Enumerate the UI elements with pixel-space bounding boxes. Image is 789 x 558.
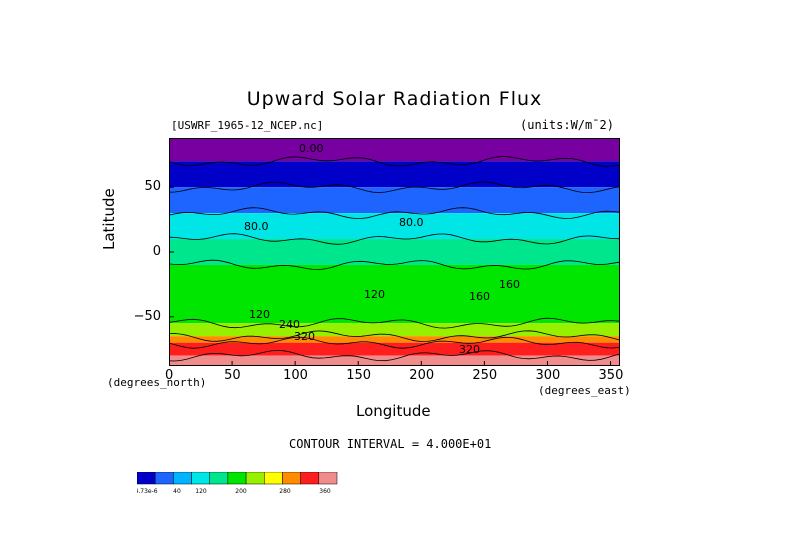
colorbar-swatch-8 [282, 472, 301, 485]
heat-band-5 [169, 264, 620, 324]
heat-band-2 [169, 187, 620, 214]
contour-label-2: 80.0 [399, 216, 424, 229]
colorbar-swatch-10 [318, 472, 338, 485]
contour-label-5: 120 [249, 308, 270, 321]
x-tick-label-3: 150 [346, 368, 372, 383]
contour-label-7: 240 [279, 318, 300, 331]
colorbar-swatch-1 [154, 472, 174, 485]
contour-label-6: 160 [499, 278, 520, 291]
contour-line-7 [169, 336, 620, 349]
x-tick-label-4: 200 [409, 368, 435, 383]
colorbar-label-5: 360 [319, 488, 331, 495]
colorbar-swatch-7 [264, 472, 283, 485]
contour-label-8: 320 [294, 330, 315, 343]
contour-label-1: 80.0 [244, 220, 269, 233]
heat-band-8 [169, 342, 620, 356]
heat-band-1 [169, 161, 620, 188]
y-axis-label: Latitude [100, 188, 118, 250]
contour-line-5 [169, 317, 620, 329]
x-tick-label-0: 0 [165, 368, 174, 383]
contour-line-2 [169, 207, 620, 219]
x-tick-label-6: 300 [535, 368, 561, 383]
x-tick-label-2: 100 [283, 368, 308, 383]
y-tick-label-2: −50 [133, 308, 161, 324]
colorbar-swatch-5 [227, 472, 247, 485]
contour-line-6 [169, 330, 620, 342]
colorbar-swatch-9 [300, 472, 320, 485]
contour-line-0 [169, 156, 620, 167]
contour-label-0: 0.00 [299, 142, 324, 155]
x-tick-label-7: 350 [598, 368, 624, 383]
contour-line-1 [169, 181, 620, 194]
contour-interval-text: CONTOUR INTERVAL = 4.000E+01 [289, 437, 492, 451]
heat-band-3 [169, 213, 620, 240]
colorbar-label-3: 200 [235, 488, 247, 495]
colorbar-label-2: 120 [195, 488, 207, 495]
contour-line-8 [169, 349, 620, 362]
colorbar-swatch-4 [209, 472, 229, 485]
colorbar-label-0: -4.73e-6 [137, 488, 158, 495]
y-unit-label: (degrees_north) [107, 376, 207, 389]
file-label: [USWRF_1965-12_NCEP.nc] [171, 119, 324, 132]
y-tick-label-0: 50 [144, 179, 161, 195]
units-label: (units:W/m¯2) [520, 118, 614, 132]
contour-label-3: 120 [364, 288, 385, 301]
heat-band-0 [169, 138, 620, 162]
colorbar-label-1: 40 [173, 488, 181, 495]
contour-label-9: 320 [459, 343, 480, 356]
x-tick-label-1: 50 [224, 368, 241, 383]
contour-line-3 [169, 233, 620, 245]
contour-label-4: 160 [469, 290, 490, 303]
x-unit-label: (degrees_east) [538, 384, 631, 397]
colorbar-swatch-2 [173, 472, 192, 485]
contour-line-4 [169, 259, 620, 270]
colorbar-swatch-6 [245, 472, 265, 485]
x-axis-label: Longitude [356, 402, 431, 420]
x-tick-label-5: 250 [472, 368, 498, 383]
heat-band-7 [169, 336, 620, 343]
y-tick-label-1: 0 [152, 244, 161, 259]
colorbar-label-4: 280 [279, 488, 291, 495]
heat-band-9 [169, 355, 620, 366]
colorbar-swatch-0 [137, 472, 156, 485]
chart-title: Upward Solar Radiation Flux [246, 88, 543, 110]
heat-band-6 [169, 323, 620, 337]
colorbar-swatch-3 [191, 472, 210, 485]
colorbar: -4.73e-6 40 120 200 280 360 [137, 472, 338, 495]
heat-band-4 [169, 239, 620, 265]
